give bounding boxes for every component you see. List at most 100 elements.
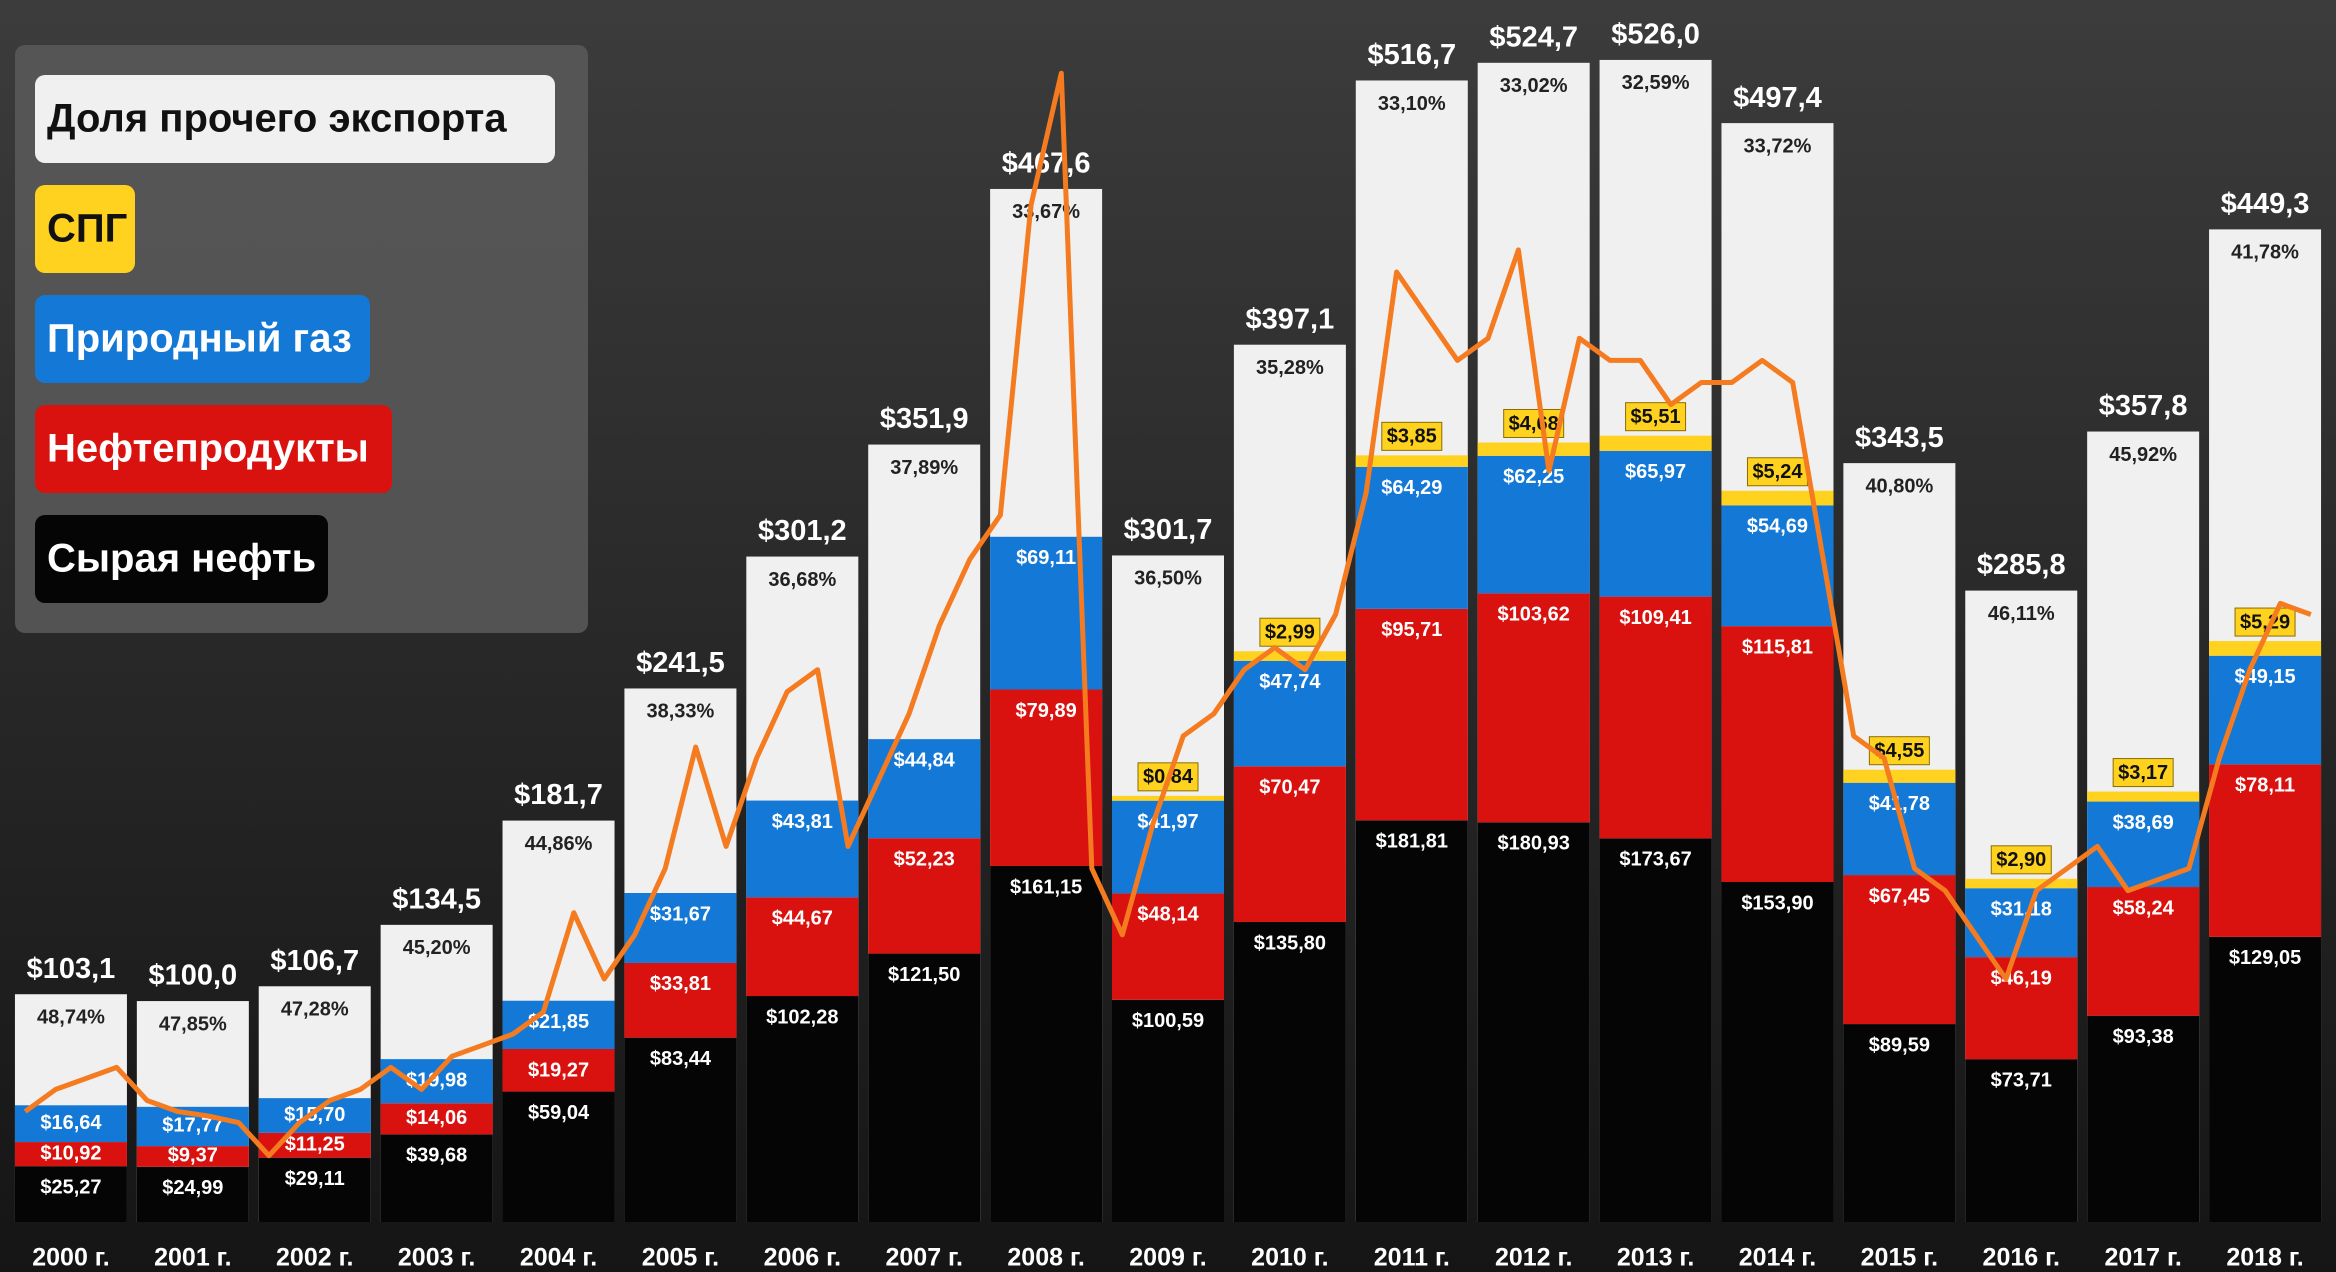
total-label: $357,8 [2099,390,2188,422]
segment-label: $161,15 [1010,876,1082,898]
bar-segment [1843,769,1956,783]
segment-label: $19,27 [528,1059,589,1081]
segment-label: $69,11 [1016,547,1076,569]
bar-segment [1599,435,1712,451]
bar-segment [380,1134,493,1222]
segment-label: $103,62 [1498,604,1570,626]
share-label: 45,20% [403,937,471,959]
bar-segment [1599,450,1712,597]
segment-label: $11,25 [285,1134,345,1156]
bar-segment [502,1000,615,1049]
share-label: 37,89% [890,457,958,479]
bar-segment [868,953,981,1222]
segment-label: $5,29 [2240,611,2290,633]
x-tick-label: 2014 г. [1739,1244,1816,1272]
bar-segment [136,1166,249,1222]
bar-segment [868,838,981,954]
bar-segment [746,800,859,898]
x-tick-label: 2015 г. [1861,1244,1938,1272]
x-tick-label: 2008 г. [1007,1244,1084,1272]
segment-label: $70,47 [1259,777,1320,799]
segment-label: $78,11 [2235,775,2295,797]
segment-label: $89,59 [1869,1034,1930,1056]
x-tick-label: 2018 г. [2226,1244,2303,1272]
bar-segment [624,1037,737,1222]
total-label: $134,5 [392,884,481,916]
segment-label: $135,80 [1254,932,1326,954]
segment-label: $15,70 [284,1104,345,1126]
legend-swatch [35,185,135,273]
lng-label-box [1746,457,1808,487]
legend-swatch [35,75,555,163]
segment-label: $100,59 [1132,1010,1204,1032]
share-label: 33,10% [1378,93,1446,115]
segment-label: $2,90 [1996,849,2046,871]
bar-segment [1721,626,1834,882]
segment-label: $54,69 [1747,516,1808,538]
segment-label: $73,71 [1991,1069,2052,1091]
share-label: 40,80% [1865,475,1933,497]
bar-segment [1355,455,1468,467]
bar-segment [746,996,859,1222]
segment-label: $181,81 [1376,831,1448,853]
segment-label: $21,85 [528,1011,589,1033]
bar-segment [1843,875,1956,1025]
segment-label: $83,44 [650,1048,712,1070]
segment-label: $2,99 [1265,622,1315,644]
bar-segment [1599,596,1712,839]
legend-swatch [35,295,370,383]
legend-label: Сырая нефть [47,537,316,581]
bar-segment [380,1103,493,1135]
lng-label-box [1625,402,1687,432]
total-label: $497,4 [1733,82,1822,114]
total-label: $181,7 [514,779,603,811]
x-tick-label: 2006 г. [764,1244,841,1272]
bar-segment [1233,660,1346,767]
total-label: $467,6 [1002,148,1091,180]
legend-label: Природный газ [47,317,352,361]
bar-segment [624,892,737,963]
lng-label-box [1381,421,1443,451]
segment-label: $59,04 [528,1102,590,1124]
share-label: 38,33% [646,701,714,723]
segment-label: $9,37 [168,1145,218,1167]
bar-segment [1233,766,1346,922]
bar-segment [868,739,981,839]
total-label: $285,8 [1977,549,2066,581]
segment-label: $102,28 [766,1006,838,1028]
segment-label: $31,67 [650,903,711,925]
segment-label: $17,77 [162,1115,223,1137]
segment-label: $109,41 [1619,607,1691,629]
bar-segment [1477,442,1590,456]
total-label: $526,0 [1611,19,1700,51]
share-label: 46,11% [1988,603,2055,625]
bar-segment [1843,782,1956,876]
legend-label: Доля прочего экспорта [47,97,507,141]
bar-segment [1112,999,1224,1222]
share-label: 44,86% [525,833,593,855]
x-tick-label: 2003 г. [398,1244,475,1272]
segment-label: $4,68 [1509,413,1559,435]
bar-segment [1112,795,1224,801]
bar-segment [2087,1015,2200,1222]
segment-label: $48,14 [1137,904,1199,926]
bar-segment [136,1146,249,1167]
segment-label: $3,85 [1387,426,1437,448]
total-label: $343,5 [1855,422,1944,454]
total-label: $351,9 [880,403,969,435]
segment-label: $43,81 [772,811,833,833]
bar-segment [2209,764,2322,937]
segment-label: $31,18 [1991,899,2052,921]
total-label: $103,1 [27,953,116,985]
x-tick-label: 2007 г. [885,1244,962,1272]
segment-label: $39,68 [406,1145,467,1167]
x-tick-label: 2011 г. [1374,1244,1450,1272]
bar-segment [1965,1059,2078,1222]
share-label: 36,68% [768,569,836,591]
bar-segment [2087,791,2200,802]
share-label: 36,50% [1134,568,1202,590]
bar-segment [258,1098,371,1133]
legend-swatch [35,405,392,493]
segment-label: $33,81 [650,973,711,995]
